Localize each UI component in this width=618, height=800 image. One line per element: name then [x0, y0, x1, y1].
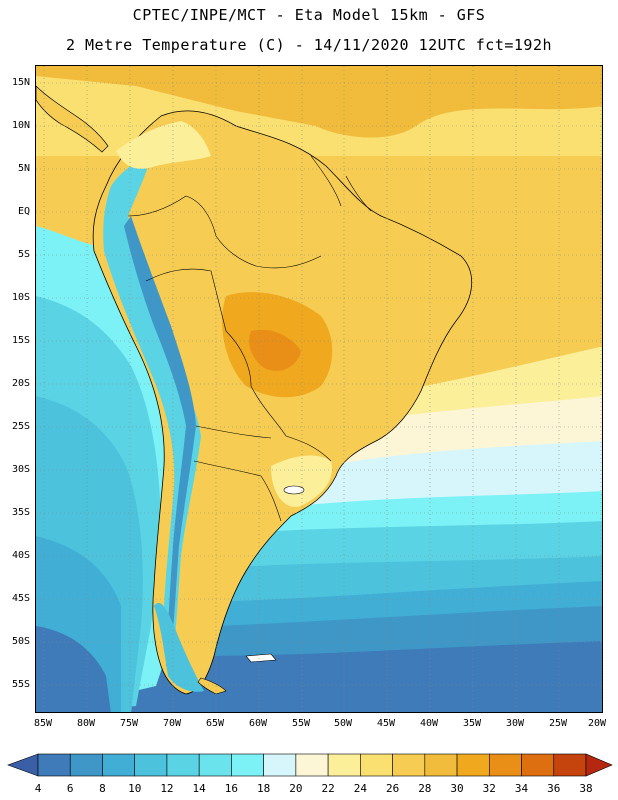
- patagonia-cold: [154, 602, 204, 692]
- lat-label: 15N: [11, 77, 30, 88]
- lon-label: 70W: [162, 718, 182, 729]
- colorbar: [7, 753, 613, 777]
- pacific-south: [36, 626, 111, 712]
- chart-subtitle: 2 Metre Temperature (C) - 14/11/2020 12U…: [65, 36, 553, 54]
- falkland-islands: [245, 653, 277, 663]
- map-canvas: [36, 66, 602, 712]
- lat-label: 55S: [11, 679, 30, 690]
- lon-label: 30W: [505, 718, 525, 729]
- lat-label: 25S: [11, 421, 30, 432]
- colorbar-cell: [69, 753, 103, 777]
- andes-coldest: [124, 216, 196, 666]
- lon-label: 35W: [462, 718, 482, 729]
- colorbar-tick-label: 12: [160, 782, 174, 795]
- colorbar-cell: [37, 753, 71, 777]
- lat-label: 10S: [11, 292, 30, 303]
- colorbar-tick-label: 6: [66, 782, 74, 795]
- central-america: [36, 85, 109, 153]
- lat-label: 15S: [11, 335, 30, 346]
- colorbar-tick-label: 8: [99, 782, 106, 795]
- colorbar-cell: [424, 753, 458, 777]
- colorbar-cell: [327, 753, 361, 777]
- lon-label: 50W: [333, 718, 353, 729]
- country-borders: [127, 155, 372, 522]
- south-america-land: [92, 110, 473, 695]
- colorbar-tick-label: 18: [257, 782, 271, 795]
- colorbar-tick-label: 14: [192, 782, 206, 795]
- colorbar-cells: [7, 753, 613, 777]
- lat-label: 40S: [11, 550, 30, 561]
- hottest-interior: [249, 329, 301, 371]
- colorbar-cell: [521, 753, 555, 777]
- lat-label: 5N: [17, 163, 30, 174]
- colorbar-cell: [488, 753, 522, 777]
- graticule: [36, 66, 602, 712]
- colorbar-tick-label: 16: [224, 782, 239, 795]
- colorbar-tick-label: 24: [353, 782, 367, 795]
- lat-label: 50S: [11, 636, 30, 647]
- colorbar-cell: [198, 753, 232, 777]
- lon-label: 20W: [587, 718, 607, 729]
- colorbar-cell: [392, 753, 426, 777]
- colorbar-cell: [553, 753, 587, 777]
- lon-label: 40W: [419, 718, 439, 729]
- colorbar-cell: [134, 753, 168, 777]
- lat-label: 10N: [11, 120, 30, 131]
- north-hot-band: [36, 66, 602, 138]
- lon-label: 85W: [33, 718, 53, 729]
- lat-label: 5S: [17, 249, 30, 260]
- colorbar-tick-label: 26: [385, 782, 400, 795]
- lat-label: 30S: [11, 464, 30, 475]
- colorbar-cell: [263, 753, 297, 777]
- north-coast: [116, 121, 211, 169]
- lon-label: 45W: [376, 718, 396, 729]
- lon-label: 60W: [248, 718, 268, 729]
- lat-label: EQ: [17, 206, 30, 217]
- colorbar-tick-label: 32: [482, 782, 496, 795]
- colorbar-cell: [360, 753, 393, 777]
- colorbar-arrow-left: [7, 753, 39, 777]
- colorbar-cell: [166, 753, 200, 777]
- colorbar-tick-label: 4: [34, 782, 42, 795]
- lon-label: 55W: [291, 718, 311, 729]
- lon-label: 75W: [119, 718, 139, 729]
- colorbar-tick-label: 38: [579, 782, 593, 795]
- colorbar-cell: [102, 753, 136, 777]
- chart-title: CPTEC/INPE/MCT - Eta Model 15km - GFS: [132, 6, 486, 24]
- lon-label: 25W: [548, 718, 568, 729]
- lat-label: 35S: [11, 507, 30, 518]
- colorbar-tick-label: 36: [547, 782, 561, 795]
- colorbar-cell: [295, 753, 329, 777]
- lat-label: 45S: [11, 593, 30, 604]
- colorbar-tick-label: 22: [321, 782, 335, 795]
- temperature-map: [35, 65, 603, 713]
- colorbar-tick-label: 34: [514, 782, 529, 795]
- colorbar-tick-label: 10: [128, 782, 142, 795]
- colorbar-cell: [456, 753, 490, 777]
- colorbar-tick-label: 28: [418, 782, 432, 795]
- colorbar-tick-label: 30: [450, 782, 464, 795]
- colorbar-arrow-right: [585, 753, 613, 777]
- south-brazil: [271, 455, 332, 507]
- lon-label: 65W: [205, 718, 225, 729]
- lon-label: 80W: [76, 718, 96, 729]
- lagoon: [283, 485, 305, 495]
- colorbar-cell: [231, 753, 264, 777]
- colorbar-tick-label: 20: [289, 782, 303, 795]
- lat-label: 20S: [11, 378, 30, 389]
